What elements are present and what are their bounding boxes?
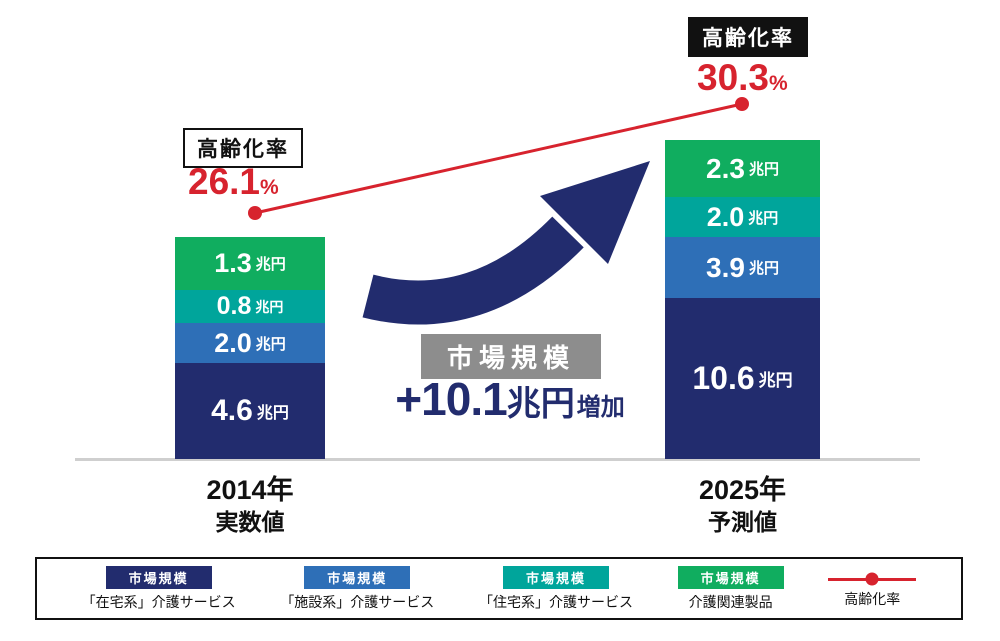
legend-desc-home-care: 「在宅系」介護サービス — [81, 593, 236, 610]
bar-2025-segment-care-products: 2.3 兆円 — [665, 140, 820, 197]
segment-unit: 兆円 — [748, 161, 779, 178]
x-label-2025: 2025年 予測値 — [650, 473, 835, 538]
increase-value: +10.1 — [395, 373, 507, 425]
legend-swatch-residential-care: 市場規模 — [502, 565, 609, 589]
segment-unit: 兆円 — [255, 335, 286, 353]
legend-item-residential-care: 市場規模 「住宅系」介護サービス — [478, 565, 633, 612]
segment-value: 3.9 — [706, 251, 745, 283]
bar-2025-segment-facility-care: 3.9 兆円 — [665, 237, 820, 298]
bar-2014-segment-residential-care: 0.8 兆円 — [175, 290, 325, 323]
bar-2014-segment-home-care: 4.6 兆円 — [175, 363, 325, 459]
segment-value: 0.8 — [216, 292, 252, 320]
legend: 市場規模 「在宅系」介護サービス 市場規模 「施設系」介護サービス 市場規模 「… — [35, 557, 963, 620]
x-axis-baseline — [75, 458, 920, 461]
x-label-2025-year: 2025年 — [698, 475, 787, 505]
legend-swatch-home-care: 市場規模 — [105, 565, 212, 589]
growth-arrow-body — [362, 216, 584, 325]
aging-rate-value: 30.3 — [697, 57, 770, 98]
bar-2025-segment-residential-care: 2.0 兆円 — [665, 197, 820, 237]
x-label-2025-caption: 予測値 — [708, 509, 777, 536]
bar-2025: 2.3 兆円 2.0 兆円 3.9 兆円 10.6 兆円 — [665, 140, 820, 459]
legend-desc-facility-care: 「施設系」介護サービス — [280, 593, 435, 610]
segment-unit: 兆円 — [255, 256, 286, 273]
segment-value: 2.0 — [214, 327, 252, 358]
aging-rate-value-2014: 26.1% — [188, 161, 279, 203]
growth-arrow-head — [540, 161, 650, 264]
market-size-badge: 市場規模 — [421, 334, 602, 379]
bar-2014-segment-care-products: 1.3 兆円 — [175, 237, 325, 290]
x-label-2014-year: 2014年 — [206, 475, 294, 505]
increase-suffix: 増加 — [576, 394, 625, 421]
aging-rate-point-2014 — [248, 206, 262, 220]
segment-value: 2.0 — [706, 201, 745, 232]
aging-rate-label-2014: 高齢化率 — [183, 128, 303, 168]
aging-rate-line-sample — [828, 572, 917, 586]
segment-value: 4.6 — [211, 394, 253, 427]
bar-2014: 1.3 兆円 0.8 兆円 2.0 兆円 4.6 兆円 — [175, 237, 325, 459]
percent-sign: % — [260, 176, 279, 199]
segment-value: 10.6 — [692, 360, 755, 396]
segment-unit: 兆円 — [748, 209, 779, 227]
legend-desc-residential-care: 「住宅系」介護サービス — [478, 593, 633, 610]
legend-item-home-care: 市場規模 「在宅系」介護サービス — [81, 565, 236, 612]
segment-unit: 兆円 — [256, 405, 289, 422]
legend-desc-aging-rate: 高齢化率 — [844, 590, 901, 607]
legend-item-facility-care: 市場規模 「施設系」介護サービス — [280, 565, 435, 612]
bar-2014-segment-facility-care: 2.0 兆円 — [175, 323, 325, 363]
aging-rate-value-2025: 30.3% — [697, 57, 788, 99]
segment-value: 1.3 — [214, 248, 252, 278]
x-label-2014: 2014年 実数値 — [160, 473, 340, 538]
segment-unit: 兆円 — [748, 260, 779, 277]
aging-rate-dot-icon — [865, 572, 879, 586]
aging-rate-label-2025: 高齢化率 — [688, 17, 808, 57]
legend-item-aging-rate: 高齢化率 — [828, 569, 917, 609]
legend-desc-care-products: 介護関連製品 — [688, 593, 773, 610]
segment-unit: 兆円 — [758, 371, 793, 390]
aging-rate-point-2025 — [735, 97, 749, 111]
bar-2025-segment-home-care: 10.6 兆円 — [665, 298, 820, 459]
x-label-2014-caption: 実数値 — [215, 509, 285, 536]
aging-rate-value: 26.1 — [188, 161, 261, 202]
segment-unit: 兆円 — [255, 298, 284, 315]
percent-sign: % — [769, 72, 788, 95]
increase-unit: 兆円 — [506, 385, 575, 423]
segment-value: 2.3 — [706, 152, 745, 184]
legend-item-care-products: 市場規模 介護関連製品 — [677, 565, 784, 612]
market-increase-annotation: +10.1兆円増加 — [372, 372, 648, 426]
legend-swatch-facility-care: 市場規模 — [304, 565, 411, 589]
legend-swatch-care-products: 市場規模 — [677, 565, 784, 589]
